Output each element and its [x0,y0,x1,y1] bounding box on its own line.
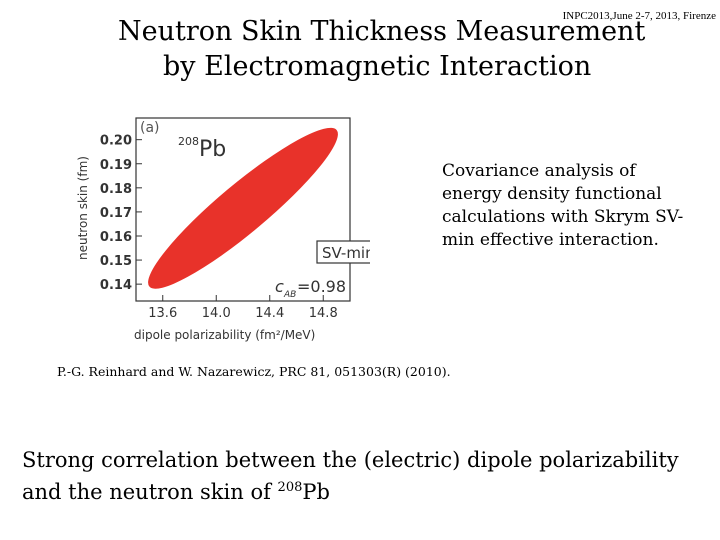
model-label: SV-min [322,244,370,262]
conclusion-text: Strong correlation between the (electric… [22,446,712,506]
y-tick-label: 0.20 [100,134,132,149]
y-axis-label: neutron skin (fm) [76,156,90,260]
y-tick-label: 0.15 [100,254,132,269]
title-line-2: by Electromagnetic Interaction [163,51,592,82]
covariance-ellipse [148,127,338,289]
correlation-symbol: c [275,277,284,296]
y-tick-label: 0.16 [100,230,132,245]
x-tick-label: 14.0 [202,306,231,321]
x-axis-label: dipole polarizability (fm²/MeV) [134,328,315,342]
panel-label: (a) [140,120,160,136]
plot-frame [135,117,351,302]
model-label-box [316,240,370,264]
x-tick-label: 14.4 [255,306,284,321]
y-tick-label: 0.19 [100,158,132,173]
nucleus-symbol: Pb [199,137,226,162]
y-tick-label: 0.17 [100,206,132,221]
conference-tag: INPC2013,June 2-7, 2013, Firenze [562,10,716,22]
y-tick-label: 0.14 [100,278,132,293]
analysis-description: Covariance analysis of energy density fu… [442,161,684,250]
x-tick-label: 14.8 [309,306,338,321]
correlation-subscript: AB [283,290,296,300]
conclusion-element: Pb [302,480,330,504]
title-line-1: Neutron Skin Thickness Measurement [118,16,646,47]
reference-citation: P.-G. Reinhard and W. Nazarewicz, PRC 81… [57,364,451,379]
conclusion-body: Strong correlation between the (electric… [22,448,679,504]
nucleus-mass: 208 [178,135,199,148]
conclusion-mass-number: 208 [277,480,303,495]
correlation-value: =0.98 [297,277,346,296]
x-tick-label: 13.6 [148,306,177,321]
correlation-chart: 0.20 0.19 0.18 0.17 0.16 0.15 0.14 13.6 14.0 14.… [76,117,370,342]
y-tick-label: 0.18 [100,182,132,197]
